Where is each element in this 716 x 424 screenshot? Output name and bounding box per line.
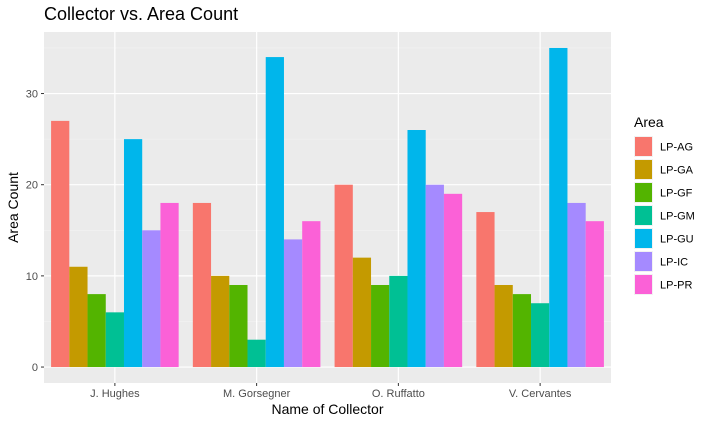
bar — [334, 184, 353, 368]
bar — [549, 47, 568, 368]
y-tick-label: 30 — [26, 89, 38, 101]
bar — [211, 275, 230, 368]
bar — [389, 275, 408, 368]
legend-title: Area — [634, 114, 664, 130]
bar — [142, 230, 161, 368]
bar — [229, 284, 248, 368]
legend-label: LP-GA — [660, 165, 694, 177]
bar — [425, 184, 444, 368]
bar — [476, 212, 495, 368]
bar — [265, 57, 284, 368]
legend: Area LP-AG LP-GA LP-GF LP-GM LP-GU LP-IC LP-PR — [634, 114, 695, 295]
x-tick-label: M. Gorsegner — [223, 388, 291, 400]
legend-swatch — [635, 206, 652, 225]
bar — [192, 202, 212, 368]
x-tick-label: J. Hughes — [90, 388, 140, 400]
legend-swatch — [635, 137, 652, 156]
bar — [407, 130, 426, 368]
chart-title: Collector vs. Area Count — [44, 4, 238, 24]
y-tick-label: 20 — [26, 180, 38, 192]
x-axis-title: Name of Collector — [271, 401, 383, 417]
legend-label: LP-GU — [660, 234, 694, 246]
y-tick-label: 10 — [26, 271, 38, 283]
bar — [512, 294, 532, 368]
y-axis: 0 10 20 30 — [26, 89, 44, 374]
legend-label: LP-PR — [660, 280, 692, 292]
legend-swatch — [635, 252, 652, 271]
bar — [51, 120, 70, 368]
y-axis-title: Area Count — [5, 172, 21, 243]
bar — [585, 221, 604, 368]
bar — [352, 257, 372, 368]
bar — [494, 284, 513, 368]
bar — [283, 239, 303, 368]
bar — [247, 339, 266, 368]
bar — [123, 139, 143, 368]
legend-swatch — [635, 229, 652, 248]
legend-label: LP-AG — [660, 142, 693, 154]
x-axis: J. Hughes M. Gorsegner O. Ruffatto V. Cerva… — [90, 383, 572, 400]
legend-swatch — [635, 183, 652, 202]
bars — [51, 47, 604, 368]
bar — [69, 266, 88, 368]
legend-label: LP-GM — [660, 211, 695, 223]
legend-swatch — [635, 275, 652, 294]
legend-label: LP-IC — [660, 257, 688, 269]
legend-swatch — [635, 160, 652, 179]
bar — [105, 312, 124, 368]
bar — [371, 284, 390, 368]
bar — [567, 202, 586, 368]
x-tick-label: V. Cervantes — [509, 388, 572, 400]
bar — [160, 202, 179, 368]
bar — [531, 303, 550, 368]
bar — [87, 294, 106, 368]
x-tick-label: O. Ruffatto — [372, 388, 425, 400]
bar — [302, 221, 321, 368]
bar — [443, 193, 463, 368]
legend-label: LP-GF — [660, 188, 693, 200]
y-tick-label: 0 — [32, 362, 38, 374]
